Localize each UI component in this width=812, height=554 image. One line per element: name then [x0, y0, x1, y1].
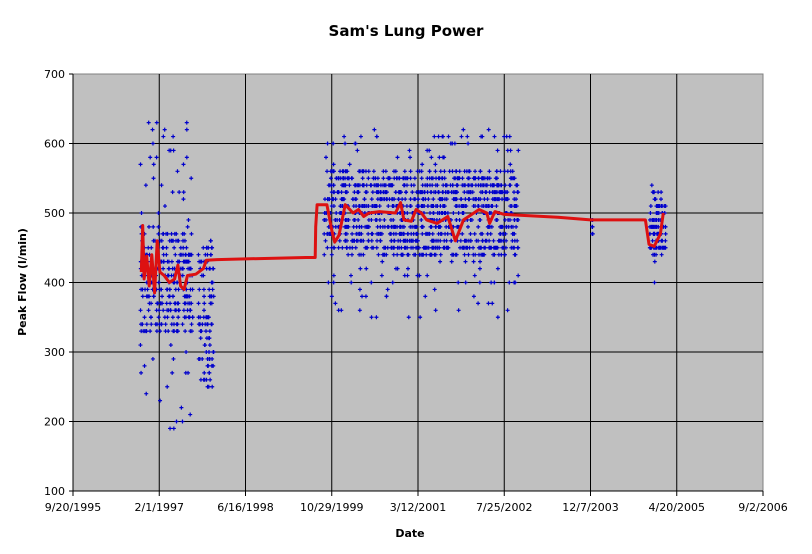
x-tick-label: 4/20/2005 [649, 501, 705, 514]
x-tick-labels: 9/20/1995 2/1/1997 6/16/1998 10/29/1999 3/12… [45, 491, 788, 514]
y-axis-title: Peak Flow (l/min) [16, 228, 29, 336]
x-axis-title: Date [395, 527, 424, 540]
plot-area [72, 73, 764, 492]
y-tick-label: 100 [44, 485, 65, 498]
x-tick-label: 3/12/2001 [390, 501, 446, 514]
x-tick-label: 7/25/2002 [476, 501, 532, 514]
x-tick-label: 6/16/1998 [217, 501, 273, 514]
y-tick-label: 300 [44, 346, 65, 359]
y-tick-label: 700 [44, 68, 65, 81]
x-tick-label: 10/29/1999 [300, 501, 363, 514]
x-tick-label: 9/20/1995 [45, 501, 101, 514]
x-tick-label: 9/2/2006 [738, 501, 787, 514]
y-tick-label: 200 [44, 416, 65, 429]
y-tick-label: 600 [44, 138, 65, 151]
y-tick-label: 500 [44, 207, 65, 220]
x-tick-label: 12/7/2003 [562, 501, 618, 514]
moving-average-line [139, 201, 665, 295]
x-tick-label: 2/1/1997 [135, 501, 184, 514]
y-tick-labels: 100 200 300 400 500 600 700 [44, 68, 73, 498]
chart-title: Sam's Lung Power [329, 22, 485, 40]
y-tick-label: 400 [44, 277, 65, 290]
